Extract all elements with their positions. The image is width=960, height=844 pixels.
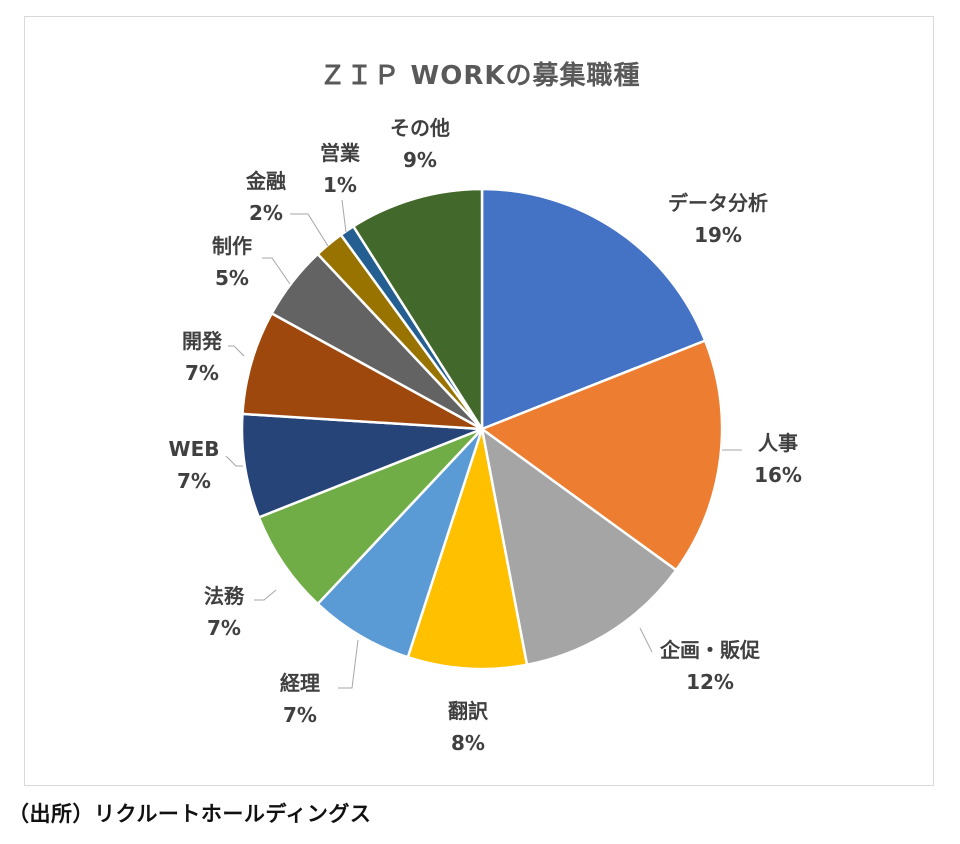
slice-label-10: 金融 2%: [245, 169, 286, 225]
pie-slice-12: [352, 187, 484, 431]
pie-slice-8: [241, 312, 484, 431]
leader-line-6: [254, 589, 277, 601]
slice-label-7: WEB 7%: [169, 437, 220, 493]
leader-line-3: [639, 627, 653, 653]
pie-slice-3: [480, 427, 678, 666]
leader-lines: [225, 199, 742, 689]
pie-slice-7: [240, 412, 484, 519]
slice-label-8: 開発 7%: [182, 329, 223, 385]
slice-category-label: WEB: [169, 437, 220, 461]
leader-line-8: [228, 345, 245, 357]
pie-slice-5: [316, 427, 484, 659]
slice-category-label: 開発: [182, 329, 223, 353]
slice-category-label: 営業: [320, 141, 361, 165]
leader-line-5: [338, 639, 359, 689]
data-labels: データ分析 19%人事 16%企画・販促 12%翻訳 8%経理 7%法務 7%WEB 7%開発…: [169, 116, 802, 755]
slice-label-1: データ分析 19%: [668, 191, 768, 247]
slice-value-label: 16%: [754, 463, 802, 487]
pie-slice-6: [257, 427, 484, 606]
slice-label-12: その他 9%: [390, 116, 450, 172]
pie-slice-4: [406, 427, 529, 671]
slice-category-label: 制作: [212, 234, 252, 258]
source-note: （出所）リクルートホールディングス: [8, 802, 372, 826]
leader-line-9: [262, 257, 291, 285]
slice-value-label: 7%: [185, 361, 219, 385]
slice-value-label: 9%: [403, 148, 437, 172]
slice-label-11: 営業 1%: [320, 141, 361, 197]
slice-category-label: 法務: [204, 584, 245, 608]
pie-slice-1: [480, 187, 707, 431]
leader-line-11: [341, 199, 347, 233]
slice-category-label: 人事: [758, 431, 798, 455]
slice-value-label: 5%: [215, 266, 249, 290]
slice-label-9: 制作 5%: [212, 234, 252, 290]
slice-label-4: 翻訳 8%: [448, 699, 489, 755]
slice-category-label: その他: [390, 116, 450, 140]
slice-value-label: 7%: [283, 703, 317, 727]
slice-value-label: 2%: [249, 201, 283, 225]
leader-line-10: [290, 213, 329, 247]
slice-category-label: データ分析: [668, 191, 768, 215]
slice-category-label: 翻訳: [448, 699, 489, 723]
chart-title: ＺＩＰ WORKの募集職種: [319, 60, 640, 91]
slice-label-3: 企画・販促 12%: [659, 638, 761, 694]
slice-value-label: 7%: [177, 469, 211, 493]
slice-value-label: 19%: [694, 223, 742, 247]
slice-category-label: 経理: [280, 671, 320, 695]
pie-slices: [240, 187, 724, 671]
leader-line-7: [225, 455, 243, 467]
slice-label-5: 経理 7%: [280, 671, 320, 727]
slice-label-2: 人事 16%: [754, 431, 802, 487]
slice-value-label: 1%: [323, 173, 357, 197]
slice-category-label: 企画・販促: [659, 638, 761, 662]
slice-value-label: 8%: [451, 731, 485, 755]
slice-label-6: 法務 7%: [204, 584, 245, 640]
slice-category-label: 金融: [245, 169, 286, 193]
slice-value-label: 7%: [207, 616, 241, 640]
pie-slice-2: [480, 339, 724, 572]
slice-value-label: 12%: [686, 670, 734, 694]
